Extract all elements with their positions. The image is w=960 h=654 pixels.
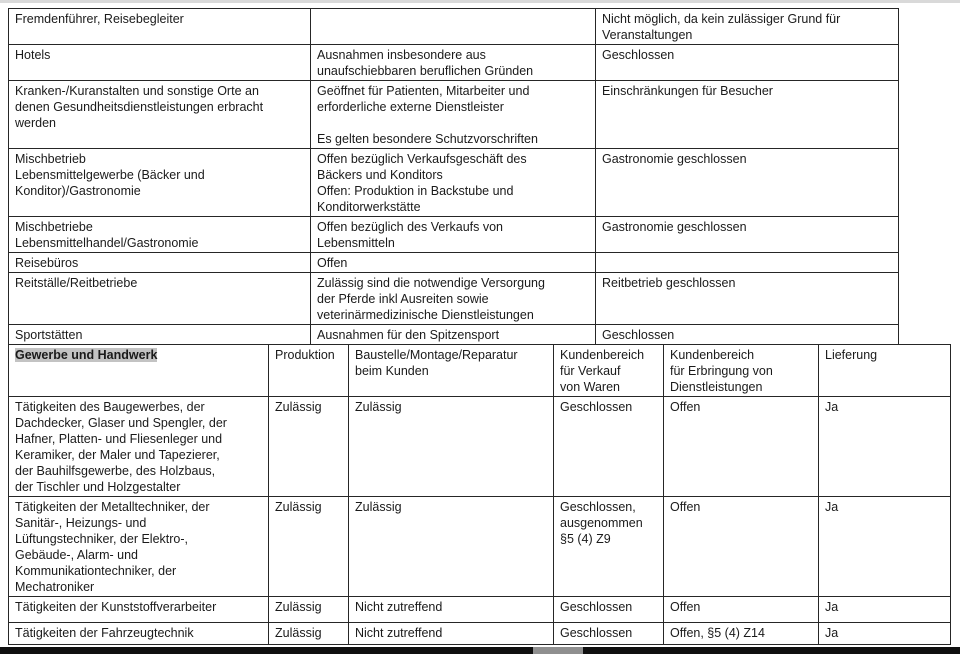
table-header-row: Gewerbe und Handwerk Produktion Baustell… xyxy=(8,344,951,397)
table-row: Sportstätten Ausnahmen für den Spitzensp… xyxy=(8,324,899,345)
category-cell: Reisebüros xyxy=(8,252,311,273)
table-row: Mischbetriebe Lebensmittelhandel/Gastron… xyxy=(8,216,899,253)
produktion-cell: Zulässig xyxy=(268,396,349,497)
status-cell: Geschlossen xyxy=(595,324,899,345)
table-row: Tätigkeiten der Metalltechniker, der San… xyxy=(8,496,951,597)
highlighted-title: Gewerbe und Handwerk xyxy=(15,348,158,362)
table-row: Kranken-/Kuranstalten und sonstige Orte … xyxy=(8,80,899,149)
verkauf-cell: Geschlossen, ausgenommen §5 (4) Z9 xyxy=(553,496,664,597)
dienstleistungen-cell: Offen xyxy=(663,596,819,623)
category-cell: Hotels xyxy=(8,44,311,81)
status-cell: Nicht möglich, da kein zulässiger Grund … xyxy=(595,8,899,45)
bottom-scrollbar[interactable] xyxy=(0,647,960,654)
table-row: Reitställe/Reitbetriebe Zulässig sind di… xyxy=(8,272,899,325)
header-cell-produktion: Produktion xyxy=(268,344,349,397)
baustelle-cell: Nicht zutreffend xyxy=(348,596,554,623)
header-cell-baustelle: Baustelle/Montage/Reparatur beim Kunden xyxy=(348,344,554,397)
lieferung-cell: Ja xyxy=(818,596,951,623)
exceptions-cell: Offen bezüglich des Verkaufs von Lebensm… xyxy=(310,216,596,253)
header-cell-verkauf: Kundenbereich für Verkauf von Waren xyxy=(553,344,664,397)
status-cell xyxy=(595,252,899,273)
activity-cell: Tätigkeiten der Fahrzeugtechnik xyxy=(8,622,269,645)
table-row: Reisebüros Offen xyxy=(8,252,899,273)
lieferung-cell: Ja xyxy=(818,396,951,497)
produktion-cell: Zulässig xyxy=(268,622,349,645)
dienstleistungen-cell: Offen xyxy=(663,396,819,497)
header-cell-dienstleistungen: Kundenbereich für Erbringung von Dienstl… xyxy=(663,344,819,397)
category-cell: Mischbetrieb Lebensmittelgewerbe (Bäcker… xyxy=(8,148,311,217)
status-cell: Reitbetrieb geschlossen xyxy=(595,272,899,325)
category-cell: Reitställe/Reitbetriebe xyxy=(8,272,311,325)
verkauf-cell: Geschlossen xyxy=(553,622,664,645)
table-row: Fremdenführer, Reisebegleiter Nicht mögl… xyxy=(8,8,899,45)
header-cell-gewerbe: Gewerbe und Handwerk xyxy=(8,344,269,397)
table-row: Hotels Ausnahmen insbesondere aus unaufs… xyxy=(8,44,899,81)
exceptions-cell: Zulässig sind die notwendige Versorgung … xyxy=(310,272,596,325)
exceptions-cell: Offen bezüglich Verkaufsgeschäft des Bäc… xyxy=(310,148,596,217)
scrollbar-thumb[interactable] xyxy=(533,647,583,654)
verkauf-cell: Geschlossen xyxy=(553,596,664,623)
header-cell-lieferung: Lieferung xyxy=(818,344,951,397)
baustelle-cell: Nicht zutreffend xyxy=(348,622,554,645)
closures-table: Fremdenführer, Reisebegleiter Nicht mögl… xyxy=(8,8,899,345)
baustelle-cell: Zulässig xyxy=(348,396,554,497)
table-row: Tätigkeiten der Kunststoffverarbeiter Zu… xyxy=(8,596,951,623)
lieferung-cell: Ja xyxy=(818,622,951,645)
status-cell: Einschränkungen für Besucher xyxy=(595,80,899,149)
exceptions-cell: Geöffnet für Patienten, Mitarbeiter und … xyxy=(310,80,596,149)
produktion-cell: Zulässig xyxy=(268,496,349,597)
activity-cell: Tätigkeiten der Metalltechniker, der San… xyxy=(8,496,269,597)
activity-cell: Tätigkeiten der Kunststoffverarbeiter xyxy=(8,596,269,623)
verkauf-cell: Geschlossen xyxy=(553,396,664,497)
table-row: Tätigkeiten des Baugewerbes, der Dachdec… xyxy=(8,396,951,497)
lieferung-cell: Ja xyxy=(818,496,951,597)
dienstleistungen-cell: Offen xyxy=(663,496,819,597)
exceptions-cell xyxy=(310,8,596,45)
top-divider xyxy=(0,0,960,3)
produktion-cell: Zulässig xyxy=(268,596,349,623)
category-cell: Fremdenführer, Reisebegleiter xyxy=(8,8,311,45)
status-cell: Gastronomie geschlossen xyxy=(595,148,899,217)
exceptions-cell: Offen xyxy=(310,252,596,273)
baustelle-cell: Zulässig xyxy=(348,496,554,597)
table-row: Tätigkeiten der Fahrzeugtechnik Zulässig… xyxy=(8,622,951,645)
dienstleistungen-cell: Offen, §5 (4) Z14 xyxy=(663,622,819,645)
table-row: Mischbetrieb Lebensmittelgewerbe (Bäcker… xyxy=(8,148,899,217)
category-cell: Sportstätten xyxy=(8,324,311,345)
status-cell: Geschlossen xyxy=(595,44,899,81)
exceptions-cell: Ausnahmen insbesondere aus unaufschiebba… xyxy=(310,44,596,81)
status-cell: Gastronomie geschlossen xyxy=(595,216,899,253)
exceptions-cell: Ausnahmen für den Spitzensport xyxy=(310,324,596,345)
category-cell: Kranken-/Kuranstalten und sonstige Orte … xyxy=(8,80,311,149)
category-cell: Mischbetriebe Lebensmittelhandel/Gastron… xyxy=(8,216,311,253)
activity-cell: Tätigkeiten des Baugewerbes, der Dachdec… xyxy=(8,396,269,497)
gewerbe-handwerk-table: Gewerbe und Handwerk Produktion Baustell… xyxy=(8,344,951,645)
